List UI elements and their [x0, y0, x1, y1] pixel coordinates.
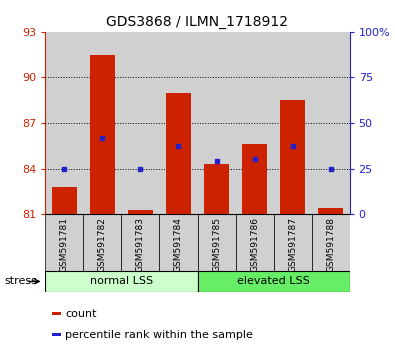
Bar [204, 164, 229, 214]
Bar [235, 214, 274, 271]
Text: GSM591786: GSM591786 [250, 217, 259, 272]
Bar [83, 214, 122, 271]
Bar [242, 144, 267, 214]
Bar [198, 214, 235, 271]
Bar [280, 100, 305, 214]
Bar [166, 93, 191, 214]
Text: normal LSS: normal LSS [90, 276, 153, 286]
Text: GSM591783: GSM591783 [136, 217, 145, 272]
Text: GSM591784: GSM591784 [174, 217, 183, 272]
Bar [45, 271, 198, 292]
Text: GSM591782: GSM591782 [98, 217, 107, 272]
Bar [312, 214, 350, 271]
Text: count: count [65, 309, 97, 319]
Bar [45, 32, 83, 214]
Text: GSM591787: GSM591787 [288, 217, 297, 272]
Bar [51, 312, 61, 315]
Text: percentile rank within the sample: percentile rank within the sample [65, 330, 253, 339]
Bar [122, 214, 160, 271]
Bar [273, 32, 312, 214]
Bar [160, 214, 198, 271]
Bar [235, 32, 273, 214]
Text: GSM591781: GSM591781 [60, 217, 69, 272]
Bar [45, 214, 83, 271]
Title: GDS3868 / ILMN_1718912: GDS3868 / ILMN_1718912 [107, 16, 288, 29]
Bar [128, 210, 153, 214]
Bar [198, 32, 235, 214]
Bar [83, 32, 121, 214]
Text: GSM591788: GSM591788 [326, 217, 335, 272]
Bar [52, 187, 77, 214]
Bar [51, 333, 61, 336]
Text: elevated LSS: elevated LSS [237, 276, 310, 286]
Bar [312, 32, 350, 214]
Bar [318, 208, 343, 214]
Text: stress: stress [4, 276, 37, 286]
Bar [160, 32, 198, 214]
Text: GSM591785: GSM591785 [212, 217, 221, 272]
Bar [198, 271, 350, 292]
Bar [273, 214, 312, 271]
Bar [90, 55, 115, 214]
Bar [122, 32, 160, 214]
